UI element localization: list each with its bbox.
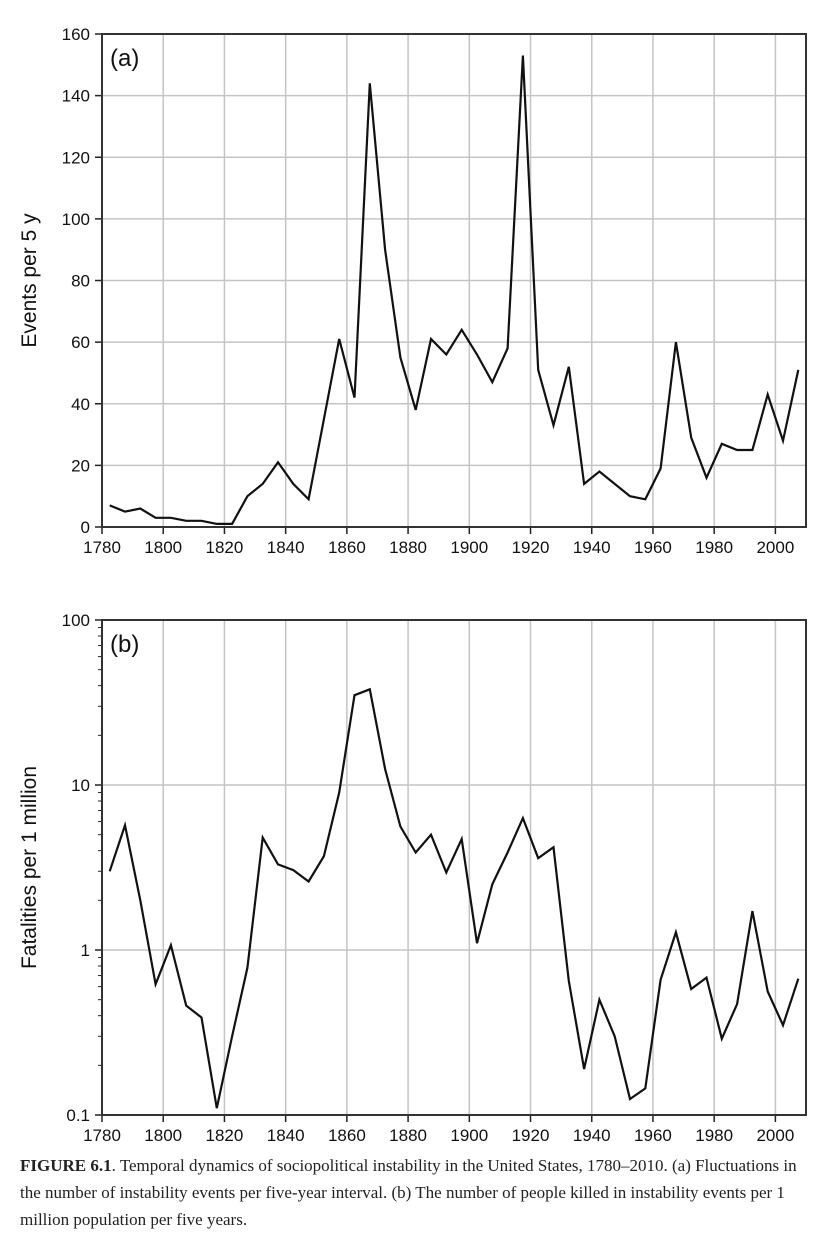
y-tick-label: 1: [81, 941, 90, 960]
x-tick-label: 1940: [573, 1126, 611, 1145]
x-tick-label: 1920: [512, 538, 550, 557]
panel-label: (b): [110, 631, 139, 658]
y-tick-label: 20: [71, 456, 90, 475]
series-line: [109, 55, 800, 526]
y-tick-label: 140: [62, 87, 90, 106]
y-tick-label: 160: [62, 25, 90, 44]
x-tick-label: 1980: [695, 1126, 733, 1145]
x-tick-label: 1820: [206, 1126, 244, 1145]
chart-panel-a: 1780 1800 1820 1840 1860 1880 1900 1920 1940 1960…: [18, 25, 807, 557]
x-tick-label: 1960: [634, 1126, 672, 1145]
x-tick-label: 2000: [756, 538, 794, 557]
x-tick-label: 1840: [267, 1126, 305, 1145]
y-axis-label: Fatalities per 1 million: [18, 766, 41, 969]
x-tick-label: 1900: [450, 538, 488, 557]
caption-label: FIGURE 6.1: [20, 1156, 112, 1175]
x-tick-label: 1800: [144, 538, 182, 557]
y-tick-label: 120: [62, 148, 90, 167]
x-tick-label: 2000: [756, 1126, 794, 1145]
x-tick-label: 1920: [512, 1126, 550, 1145]
x-tick-label: 1860: [328, 1126, 366, 1145]
y-axis-label: Events per 5 y: [18, 213, 41, 348]
y-tick-label: 80: [71, 272, 90, 291]
panel-label: (a): [110, 45, 139, 72]
x-tick-label: 1800: [144, 1126, 182, 1145]
y-tick-label: 0.1: [66, 1106, 90, 1125]
x-tick-label: 1940: [573, 538, 611, 557]
y-tick-label: 10: [71, 776, 90, 795]
x-tick-label: 1880: [389, 1126, 427, 1145]
x-tick-label: 1780: [83, 538, 121, 557]
y-tick-label: 0: [81, 518, 90, 537]
y-tick-label: 60: [71, 333, 90, 352]
y-tick-label: 100: [62, 611, 90, 630]
series-line: [108, 687, 800, 1109]
chart-panel-b: 1780 1800 1820 1840 1860 1880 1900 1920 1940 1960…: [18, 611, 807, 1145]
figure-caption: FIGURE 6.1. Temporal dynamics of sociopo…: [20, 1152, 810, 1233]
plot-frame: [101, 33, 807, 528]
x-tick-label: 1880: [389, 538, 427, 557]
x-tick-label: 1900: [450, 1126, 488, 1145]
x-tick-label: 1780: [83, 1126, 121, 1145]
x-tick-label: 1980: [695, 538, 733, 557]
x-tick-label: 1860: [328, 538, 366, 557]
y-tick-label: 100: [62, 210, 90, 229]
plot-frame: [101, 619, 807, 1116]
figure-charts: 1780 1800 1820 1840 1860 1880 1900 1920 1940 1960…: [18, 25, 807, 1145]
caption-text: . Temporal dynamics of sociopolitical in…: [20, 1156, 797, 1229]
x-tick-label: 1840: [267, 538, 305, 557]
x-tick-label: 1960: [634, 538, 672, 557]
y-tick-label: 40: [71, 395, 90, 414]
x-tick-label: 1820: [206, 538, 244, 557]
